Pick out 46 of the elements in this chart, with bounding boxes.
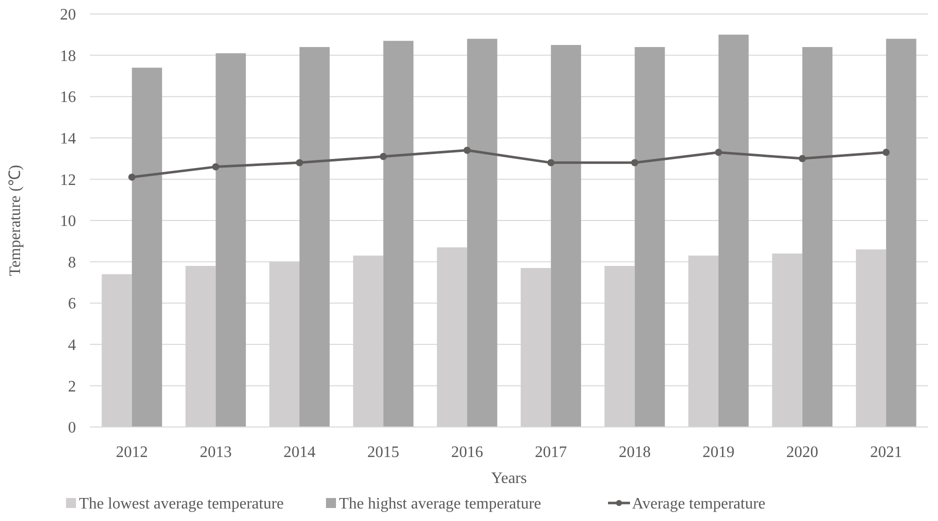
bar: [383, 40, 414, 427]
legend-label: The highst average temperature: [339, 496, 542, 513]
y-tick-label: 12: [60, 172, 76, 189]
x-tick-label: 2018: [618, 444, 651, 461]
point: [464, 146, 471, 154]
point: [882, 148, 890, 156]
bar: [802, 47, 832, 427]
point: [380, 152, 387, 160]
y-tick-label: 20: [60, 6, 76, 24]
x-tick-label: 2014: [284, 444, 316, 461]
point: [631, 159, 638, 166]
y-tick-label: 0: [68, 420, 76, 437]
x-tick-label: 2012: [116, 444, 148, 461]
y-tick-label: 18: [60, 48, 76, 65]
bar: [216, 53, 246, 427]
bar: [550, 44, 582, 427]
x-tick-label: 2015: [367, 444, 400, 461]
point: [547, 159, 554, 166]
bar: [300, 47, 330, 427]
y-tick-label: 10: [60, 213, 76, 230]
point: [714, 148, 722, 156]
bar: [886, 38, 916, 427]
y-axis-title: Temperature (℃): [7, 164, 24, 276]
y-tick-label: 14: [60, 130, 76, 148]
x-tick-label: 2017: [534, 444, 567, 461]
x-tick-label: 2016: [451, 444, 484, 461]
bar: [634, 47, 665, 427]
y-tick-label: 4: [68, 337, 76, 354]
x-axis-title: Years: [491, 470, 527, 487]
x-tick-label: 2020: [786, 444, 818, 461]
x-tick-label: 2013: [200, 444, 232, 461]
bar: [467, 38, 498, 427]
y-tick-label: 6: [68, 296, 76, 313]
legend-label: The lowest average temperature: [79, 496, 284, 513]
point: [128, 174, 136, 181]
point: [798, 154, 806, 162]
bar: [718, 34, 749, 427]
x-tick-label: 2021: [870, 444, 902, 461]
y-tick-label: 2: [68, 378, 76, 396]
point: [212, 163, 220, 170]
y-tick-label: 8: [68, 254, 76, 272]
y-tick-label: 16: [60, 89, 76, 106]
x-tick-label: 2019: [702, 444, 734, 461]
bar: [132, 68, 162, 427]
legend-label: Average temperature: [632, 496, 766, 513]
point: [296, 159, 304, 166]
